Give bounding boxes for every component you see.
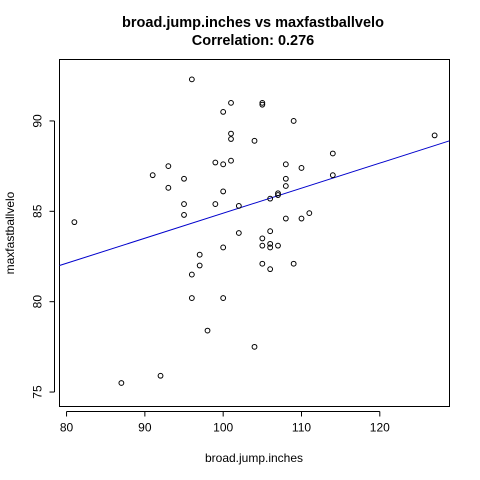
x-axis-label: broad.jump.inches: [205, 451, 303, 465]
data-point: [220, 244, 227, 251]
data-point: [298, 165, 305, 171]
chart-title: broad.jump.inches vs maxfastballvelo: [122, 15, 384, 31]
x-tick-label: 110: [292, 421, 311, 435]
y-axis: 75 80 85 90: [31, 114, 55, 399]
data-point: [431, 132, 438, 139]
points-layer: [71, 76, 438, 386]
data-point: [212, 201, 219, 207]
data-point: [275, 242, 281, 249]
y-tick-label: 75: [31, 385, 45, 399]
data-point: [149, 172, 156, 179]
data-point: [329, 150, 336, 157]
data-point: [275, 190, 281, 197]
data-point: [251, 343, 258, 350]
regression-line: [59, 140, 450, 267]
data-point: [228, 99, 234, 106]
y-tick-label: 90: [31, 114, 45, 128]
data-point: [212, 159, 219, 166]
data-point: [71, 219, 78, 226]
data-point: [196, 262, 203, 269]
y-axis-label: maxfastballvelo: [3, 191, 17, 274]
data-point: [282, 183, 289, 189]
data-point: [228, 136, 234, 142]
data-point: [282, 161, 289, 168]
plot-frame: [59, 59, 450, 407]
data-point: [267, 240, 274, 247]
regression-layer: [59, 140, 450, 267]
data-point: [235, 202, 242, 209]
data-point: [259, 242, 266, 249]
data-point: [204, 327, 211, 334]
data-point: [267, 195, 274, 202]
data-point: [275, 192, 281, 198]
data-point: [259, 260, 266, 267]
data-point: [181, 175, 187, 182]
data-point: [259, 99, 266, 106]
data-point: [259, 101, 266, 108]
data-point: [282, 215, 289, 222]
data-point: [165, 163, 172, 170]
data-point: [220, 161, 227, 168]
data-point: [298, 215, 305, 222]
y-tick-label: 80: [31, 295, 45, 309]
data-point: [235, 230, 242, 236]
data-point: [220, 109, 227, 115]
data-point: [259, 235, 266, 242]
data-point: [267, 228, 274, 235]
y-tick-label: 85: [31, 204, 45, 218]
data-point: [181, 212, 187, 218]
data-point: [267, 266, 274, 273]
data-point: [181, 201, 187, 207]
data-point: [188, 76, 195, 83]
data-point: [329, 172, 336, 179]
data-point: [267, 244, 274, 251]
data-point: [118, 380, 125, 386]
data-point: [157, 372, 164, 379]
data-point: [196, 251, 203, 258]
data-point: [251, 137, 258, 144]
chart-subtitle: Correlation: 0.276: [192, 33, 315, 49]
data-point: [228, 130, 234, 137]
data-point: [290, 118, 297, 124]
x-axis: 80 90 100 110 120: [60, 411, 390, 435]
data-point: [188, 295, 195, 301]
data-point: [306, 210, 313, 217]
x-tick-label: 90: [138, 421, 152, 435]
data-point: [220, 295, 227, 301]
data-point: [282, 175, 289, 182]
data-point: [290, 260, 297, 267]
data-point: [228, 157, 234, 164]
data-point: [165, 184, 172, 191]
x-tick-label: 80: [60, 421, 74, 435]
data-point: [188, 271, 195, 278]
x-tick-label: 100: [213, 421, 233, 435]
data-point: [220, 188, 227, 195]
x-tick-label: 120: [370, 421, 390, 435]
